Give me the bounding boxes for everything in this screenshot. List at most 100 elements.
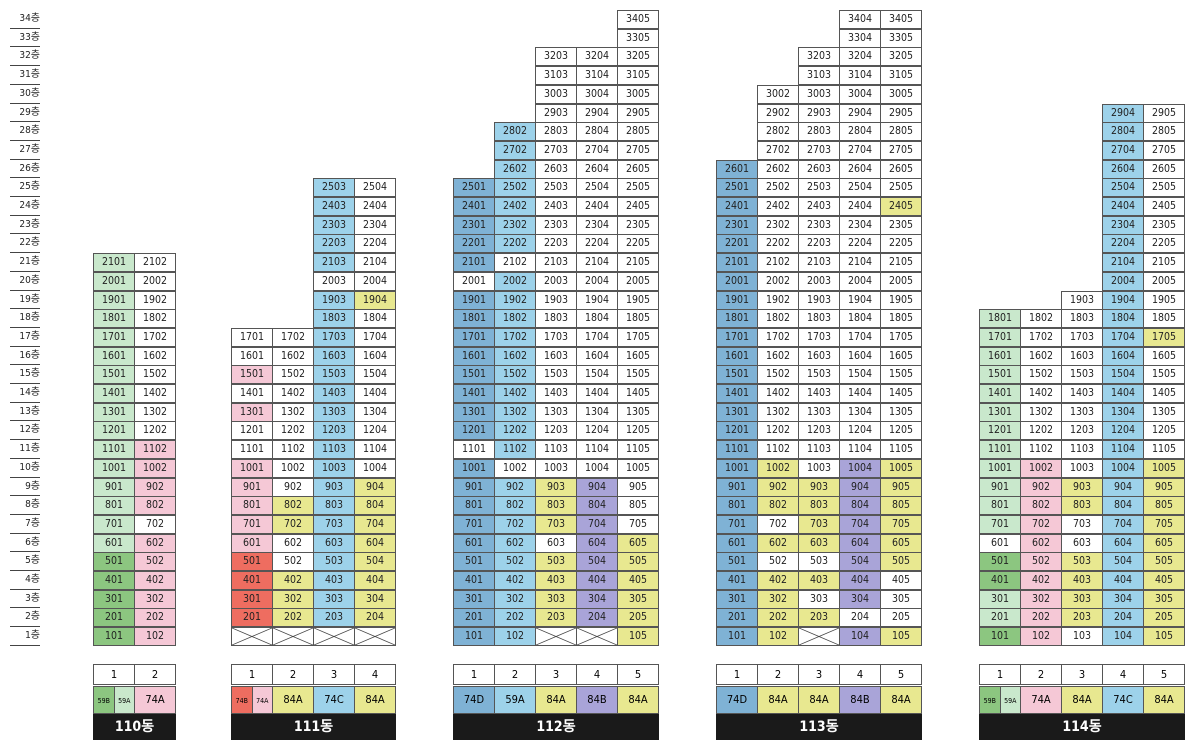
unit-cell: 1205	[880, 421, 922, 441]
unit-cell: 401	[716, 571, 758, 590]
unit-cell: 405	[1143, 571, 1185, 590]
unit-cell: 1101	[979, 440, 1021, 460]
unit-cell: 2805	[617, 122, 659, 142]
unit-cell: 704	[576, 514, 618, 534]
unit-cell: 1902	[494, 290, 536, 310]
unit-cell: 2205	[880, 234, 922, 254]
unit-cell: 2405	[617, 197, 659, 216]
unit-cell: 602	[1020, 533, 1062, 553]
unit-cell: 2304	[354, 215, 396, 235]
unit-cell: 1902	[757, 290, 799, 310]
unit-cell: 1602	[272, 346, 314, 366]
unit-cell: 304	[354, 589, 396, 609]
unit-cell: 1005	[617, 458, 659, 478]
line-number: 3	[798, 664, 840, 685]
floor-label: 12층	[19, 424, 40, 436]
unit-cell: 1703	[535, 327, 577, 347]
unit-cell: 1703	[798, 327, 840, 347]
unit-cell: 3204	[839, 47, 881, 67]
floor-underline	[10, 401, 40, 403]
unit-cell: 2204	[576, 234, 618, 254]
unit-cell: 1004	[1102, 458, 1144, 478]
unit-cell: 205	[880, 608, 922, 628]
unit-cell: 2403	[535, 197, 577, 216]
line-number: 2	[272, 664, 314, 685]
unit-cell: 2802	[494, 122, 536, 142]
unit-cell: 2504	[839, 178, 881, 198]
unit-type: 74C	[313, 686, 355, 714]
unit-cell: 501	[231, 552, 273, 572]
unit-cell: 1202	[134, 421, 176, 441]
unit-cell: 1201	[93, 421, 135, 441]
unit-cell: 1802	[134, 309, 176, 329]
unit-cell: 2605	[880, 159, 922, 179]
unit-cell: 902	[494, 477, 536, 497]
unit-cell: 1002	[1020, 458, 1062, 478]
unit-cell: 1103	[535, 440, 577, 460]
unit-cell: 605	[1143, 533, 1185, 553]
floor-label: 2층	[25, 611, 40, 623]
unit-cell: 2102	[494, 253, 536, 273]
unit-cell: 2703	[798, 140, 840, 160]
line-number: 4	[354, 664, 396, 685]
pilotis-cell	[798, 627, 840, 647]
unit-cell: 1904	[1102, 290, 1144, 310]
line-number: 2	[134, 664, 176, 685]
unit-cell: 602	[272, 533, 314, 553]
unit-cell: 901	[979, 477, 1021, 497]
unit-cell: 1102	[134, 440, 176, 460]
unit-cell: 1204	[839, 421, 881, 441]
floor-underline	[10, 177, 40, 179]
line-number: 1	[453, 664, 495, 685]
unit-cell: 601	[716, 533, 758, 553]
unit-cell: 703	[798, 514, 840, 534]
unit-cell: 2101	[453, 253, 495, 273]
unit-cell: 1105	[880, 440, 922, 460]
unit-cell: 1501	[231, 365, 273, 385]
unit-cell: 802	[134, 496, 176, 516]
unit-cell: 603	[535, 533, 577, 553]
unit-cell: 1701	[716, 327, 758, 347]
unit-cell: 1204	[354, 421, 396, 441]
unit-cell: 301	[979, 589, 1021, 609]
unit-cell: 1404	[1102, 384, 1144, 403]
unit-cell: 2503	[798, 178, 840, 198]
unit-cell: 803	[313, 496, 355, 516]
unit-cell: 905	[880, 477, 922, 497]
unit-cell: 2204	[839, 234, 881, 254]
unit-cell: 1904	[839, 290, 881, 310]
unit-cell: 2003	[535, 271, 577, 291]
unit-cell: 1802	[1020, 309, 1062, 329]
unit-cell: 1205	[1143, 421, 1185, 441]
unit-cell: 1305	[617, 402, 659, 422]
unit-cell: 2805	[880, 122, 922, 142]
unit-cell: 501	[93, 552, 135, 572]
unit-type: 84A	[880, 686, 922, 714]
pilotis-cell	[354, 627, 396, 647]
unit-cell: 2005	[1143, 271, 1185, 291]
unit-cell: 3104	[839, 66, 881, 86]
unit-cell: 305	[880, 589, 922, 609]
unit-cell: 2505	[880, 178, 922, 198]
line-number: 1	[93, 664, 135, 685]
unit-cell: 1401	[979, 384, 1021, 403]
unit-cell: 2305	[617, 215, 659, 235]
unit-cell: 503	[1061, 552, 1103, 572]
floor-underline	[10, 121, 40, 123]
unit-cell: 905	[1143, 477, 1185, 497]
unit-cell: 3305	[880, 28, 922, 48]
unit-cell: 1203	[313, 421, 355, 441]
unit-cell: 202	[494, 608, 536, 628]
unit-cell: 1702	[757, 327, 799, 347]
unit-cell: 1705	[880, 327, 922, 347]
floor-label: 21층	[19, 256, 40, 268]
floor-label: 20층	[19, 274, 40, 286]
floor-underline	[10, 495, 40, 497]
floor-underline	[10, 439, 40, 441]
floor-label: 26층	[19, 162, 40, 174]
floor-underline	[10, 513, 40, 515]
unit-cell: 1503	[1061, 365, 1103, 385]
unit-cell: 1101	[231, 440, 273, 460]
floor-label: 3층	[25, 592, 40, 604]
unit-cell: 603	[313, 533, 355, 553]
